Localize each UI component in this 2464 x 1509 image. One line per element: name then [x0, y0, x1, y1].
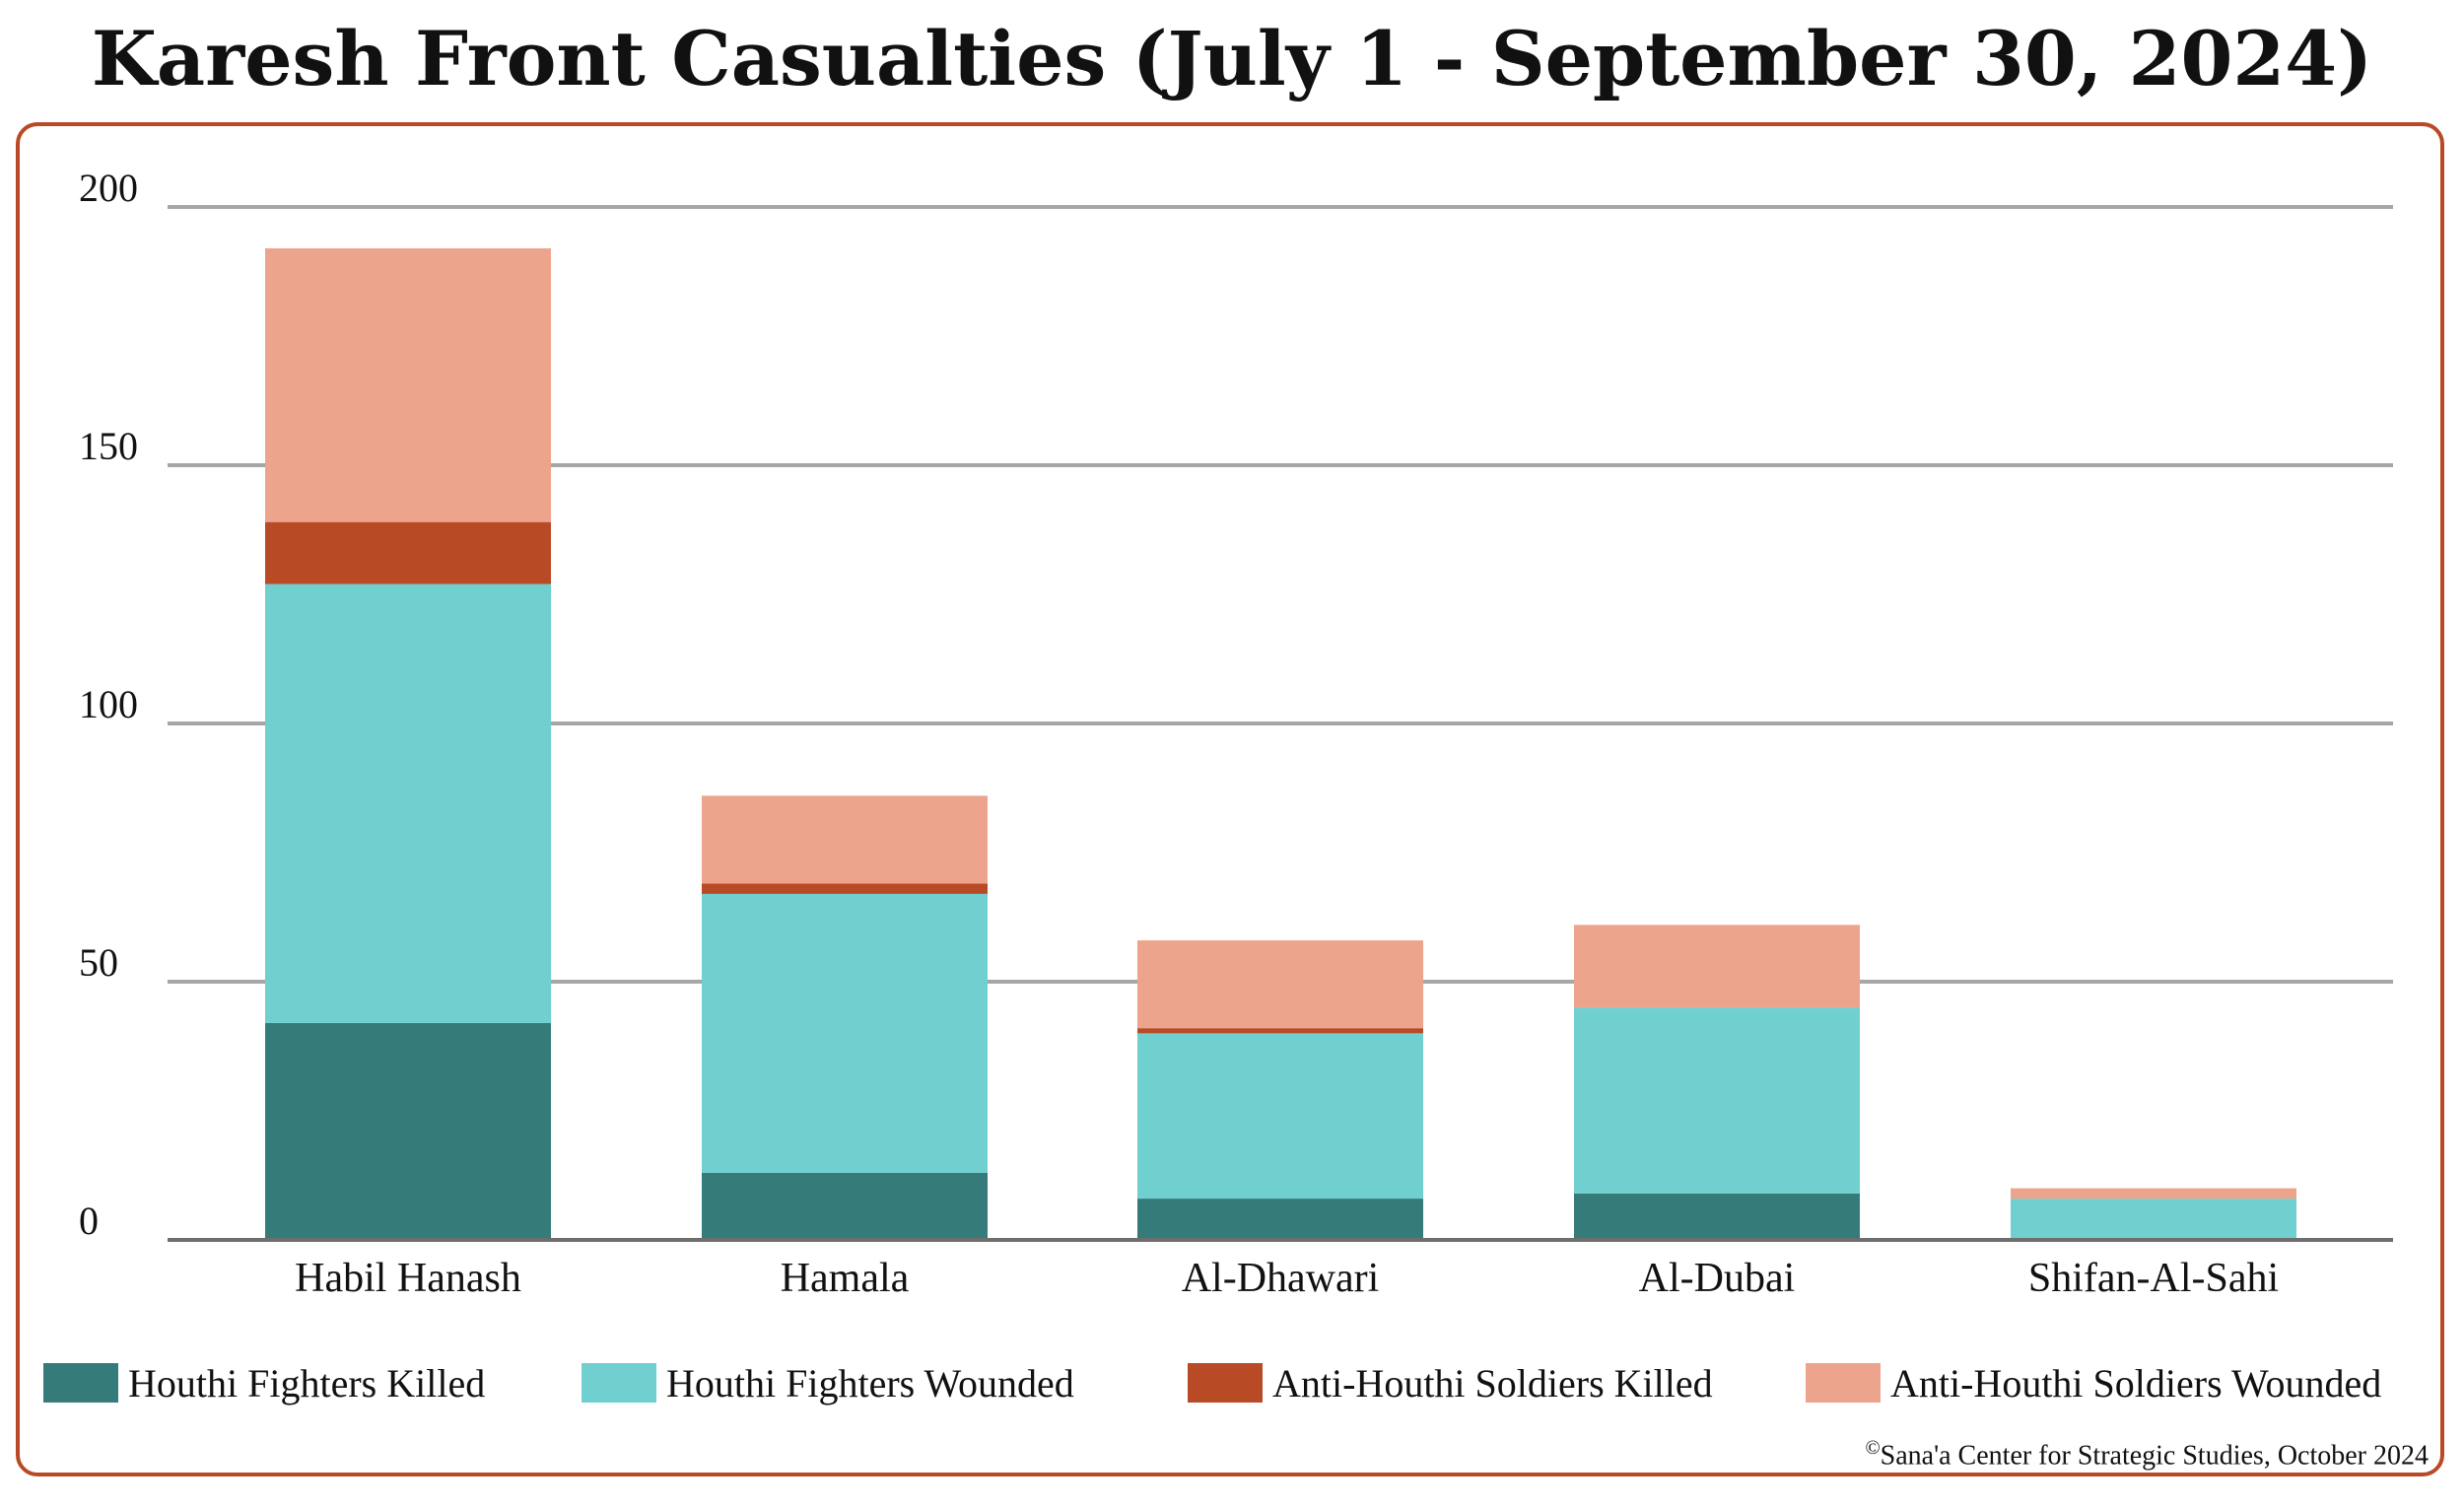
- bars: [265, 247, 2296, 1240]
- bar-segment: [702, 1172, 988, 1240]
- y-tick-label: 0: [79, 1199, 99, 1243]
- y-tick-label: 150: [79, 424, 138, 468]
- bar-segment: [702, 893, 988, 1173]
- bar-segment: [702, 883, 988, 894]
- legend-swatch: [1806, 1363, 1881, 1403]
- legend-label: Anti-Houthi Soldiers Killed: [1272, 1360, 1713, 1406]
- bar-segment: [1137, 1199, 1423, 1240]
- bar-segment: [1574, 925, 1860, 1008]
- bar-segment: [1574, 1007, 1860, 1194]
- x-tick-label: Hamala: [781, 1256, 910, 1301]
- bar-segment: [2011, 1199, 2296, 1240]
- bar-segment: [702, 795, 988, 884]
- bar-segment: [1137, 1028, 1423, 1034]
- legend-swatch: [43, 1363, 118, 1403]
- x-tick-label: Al-Dubai: [1639, 1256, 1796, 1301]
- chart-frame: [16, 122, 2444, 1476]
- bar-segment: [1137, 1033, 1423, 1200]
- bar-segment: [1137, 940, 1423, 1029]
- x-tick-label: Shifan-Al-Sahi: [2028, 1256, 2279, 1301]
- legend-item-houthi-wounded: Houthi Fighters Wounded: [582, 1358, 1074, 1407]
- y-tick-label: 50: [79, 940, 118, 985]
- bar-segment: [265, 247, 551, 522]
- y-tick-label: 200: [79, 166, 138, 210]
- legend-label: Anti-Houthi Soldiers Wounded: [1890, 1360, 2382, 1406]
- x-tick-label: Al-Dhawari: [1182, 1256, 1380, 1301]
- axes: 0 50 100 150 200 Habil Hanash Hamala Al-Dhawari…: [79, 166, 2393, 1301]
- y-tick-label: 100: [79, 682, 138, 726]
- legend-swatch: [582, 1363, 656, 1403]
- legend-item-houthi-killed: Houthi Fighters Killed: [43, 1358, 485, 1407]
- legend-item-anti-houthi-wounded: Anti-Houthi Soldiers Wounded: [1806, 1358, 2381, 1407]
- copyright-symbol: ©: [1865, 1437, 1881, 1459]
- bar-segment: [265, 1022, 551, 1240]
- credit-text: Sana'a Center for Strategic Studies, Oct…: [1880, 1440, 2429, 1472]
- legend-label: Houthi Fighters Wounded: [666, 1360, 1074, 1406]
- bar-segment: [1574, 1193, 1860, 1240]
- legend-swatch: [1188, 1363, 1263, 1403]
- chart-title: Karesh Front Casualties (July 1 - Septem…: [91, 15, 2373, 103]
- legend-label: Houthi Fighters Killed: [128, 1360, 486, 1406]
- source-credit: ©Sana'a Center for Strategic Studies, Oc…: [1865, 1437, 2429, 1472]
- legend-item-anti-houthi-killed: Anti-Houthi Soldiers Killed: [1188, 1358, 1713, 1407]
- bar-segment: [2011, 1188, 2296, 1200]
- x-tick-label: Habil Hanash: [295, 1256, 521, 1301]
- bar-segment: [265, 583, 551, 1023]
- bar-segment: [265, 521, 551, 584]
